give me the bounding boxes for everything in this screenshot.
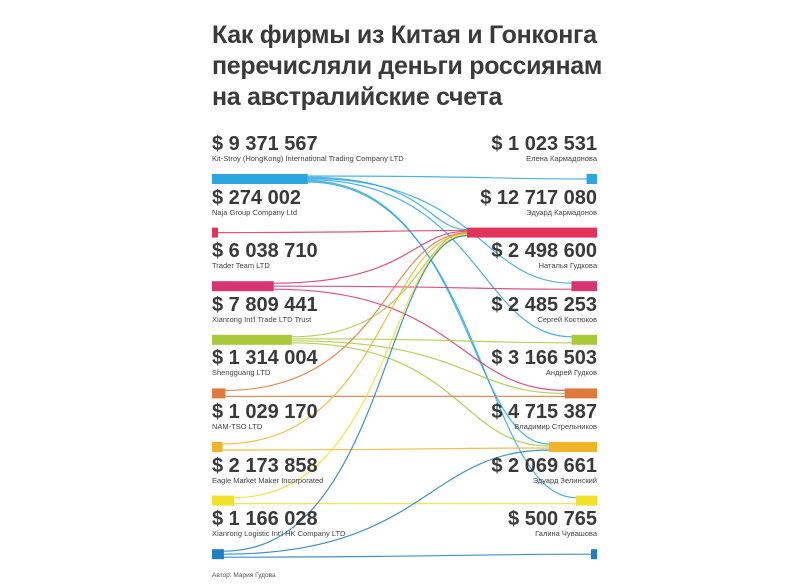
source-name: Naja Group Company Ltd bbox=[212, 207, 298, 217]
recipient-amount: $ 3 166 503 bbox=[491, 347, 597, 370]
source-bar bbox=[212, 549, 224, 560]
flow-line bbox=[307, 180, 549, 445]
source-amount: $ 1 314 004 bbox=[212, 347, 318, 370]
recipient-bar bbox=[548, 442, 597, 452]
flow-line bbox=[273, 230, 468, 284]
flow-line bbox=[223, 235, 468, 552]
recipient-bar bbox=[571, 281, 597, 292]
source-bar bbox=[212, 227, 218, 238]
flow-line bbox=[273, 288, 565, 391]
recipient-amount: $ 2 498 600 bbox=[491, 240, 597, 263]
source-bar bbox=[212, 334, 292, 345]
source-amount: $ 7 809 441 bbox=[212, 293, 318, 316]
source-name: NAM-TSO LTD bbox=[212, 422, 263, 431]
recipient-bar bbox=[467, 227, 597, 238]
recipient-bar bbox=[586, 174, 597, 184]
recipient-name: Эдуард Зелинский bbox=[532, 475, 597, 485]
recipient-bar bbox=[571, 334, 597, 345]
recipient-amount: $ 4 715 387 bbox=[491, 401, 597, 423]
recipient-name: Андрей Гудков bbox=[545, 368, 597, 378]
recipient-bar bbox=[575, 495, 597, 506]
flow-line bbox=[291, 342, 549, 447]
recipient-name: Владимир Стрельников bbox=[514, 422, 597, 431]
recipient-amount: $ 2 485 253 bbox=[491, 293, 597, 316]
source-amount: $ 9 371 567 bbox=[212, 133, 318, 155]
recipient-name: Эдуард Кармадонов bbox=[526, 207, 597, 217]
recipient-name: Галина Чувашова bbox=[535, 529, 597, 539]
source-name: Shengguang LTD bbox=[212, 368, 271, 378]
source-amount: $ 6 038 710 bbox=[212, 240, 318, 263]
source-name: Kit-Stroy (HongKong) International Tradi… bbox=[212, 154, 404, 163]
recipient-name: Наталья Гудкова bbox=[538, 261, 597, 271]
flow-line bbox=[307, 176, 468, 231]
infographic-title: Как фирмы из Китая и Гонконга перечислял… bbox=[212, 20, 632, 113]
flow-line bbox=[307, 175, 587, 180]
recipient-name: Елена Кармадонова bbox=[526, 154, 597, 163]
flow-line bbox=[307, 181, 576, 499]
flow-line bbox=[222, 447, 549, 451]
author-credit: Автор: Мария Гудова bbox=[212, 572, 276, 579]
flow-line bbox=[223, 553, 592, 558]
source-amount: $ 1 166 028 bbox=[212, 508, 318, 531]
flow-line bbox=[222, 233, 468, 445]
recipient-bar bbox=[564, 388, 597, 399]
flow-line bbox=[223, 449, 549, 555]
source-bar bbox=[212, 442, 223, 452]
flow-line bbox=[217, 229, 468, 234]
title-line: Как фирмы из Китая и Гонконга bbox=[212, 21, 597, 49]
recipient-name: Сергей Костюков bbox=[537, 314, 597, 324]
recipient-bar bbox=[591, 549, 597, 560]
recipient-amount: $ 1 023 531 bbox=[491, 133, 597, 155]
flow-line bbox=[234, 234, 468, 499]
recipient-amount: $ 500 765 bbox=[508, 508, 597, 531]
source-name: Eagle Market Maker Incorporated bbox=[212, 475, 324, 485]
title-line: на австралийские счета bbox=[212, 83, 503, 111]
source-bar bbox=[212, 388, 226, 399]
source-amount: $ 2 173 858 bbox=[212, 454, 318, 477]
source-amount: $ 1 029 170 bbox=[212, 401, 318, 423]
flow-line bbox=[291, 340, 565, 394]
flow-line bbox=[307, 179, 572, 338]
flow-line bbox=[225, 232, 468, 391]
source-bar bbox=[212, 281, 274, 292]
flow-line bbox=[273, 285, 572, 290]
source-bar bbox=[212, 174, 308, 184]
recipient-amount: $ 2 069 661 bbox=[491, 454, 597, 477]
source-amount: $ 274 002 bbox=[212, 186, 301, 209]
source-name: Xianrong Int'l Trade LTD Trust bbox=[212, 314, 312, 324]
source-name: Xianrong Logistic Int'l HK Company LTD bbox=[212, 529, 346, 539]
source-name: Trader Team LTD bbox=[212, 261, 270, 271]
source-bar bbox=[212, 495, 235, 506]
recipient-amount: $ 12 717 080 bbox=[480, 186, 597, 209]
title-line: перечисляли деньги россиянам bbox=[212, 52, 603, 80]
